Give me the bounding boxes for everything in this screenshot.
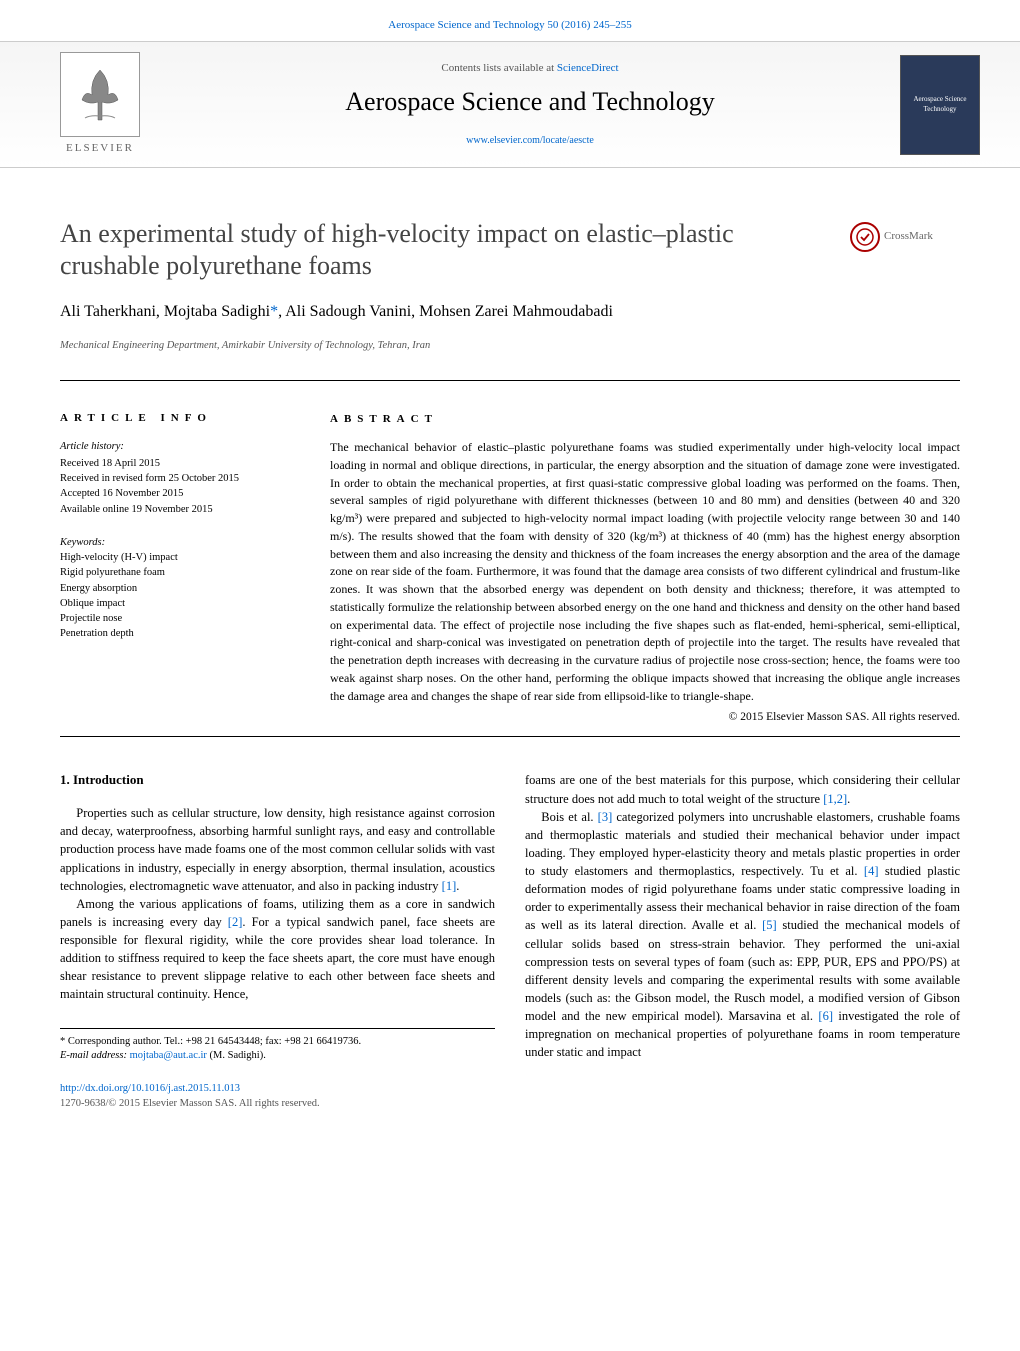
elsevier-name: ELSEVIER bbox=[66, 141, 134, 156]
email-label: E-mail address: bbox=[60, 1050, 127, 1061]
elsevier-tree-logo bbox=[60, 52, 140, 137]
ref-1[interactable]: [1] bbox=[442, 879, 457, 893]
history-label: Article history: bbox=[60, 439, 290, 454]
ref-1-2[interactable]: [1,2] bbox=[823, 792, 847, 806]
keywords-block: Keywords: High-velocity (H-V) impact Rig… bbox=[60, 535, 290, 642]
authors-part1: Ali Taherkhani, Mojtaba Sadighi bbox=[60, 303, 270, 320]
ref-4[interactable]: [4] bbox=[864, 864, 879, 878]
affiliation: Mechanical Engineering Department, Amirk… bbox=[0, 323, 1020, 354]
info-abstract-block: article info Article history: Received 1… bbox=[60, 380, 960, 727]
elsevier-tree-icon bbox=[70, 60, 130, 130]
citation-header: Aerospace Science and Technology 50 (201… bbox=[0, 0, 1020, 41]
page-footer: http://dx.doi.org/10.1016/j.ast.2015.11.… bbox=[0, 1082, 1020, 1141]
col2-p1: foams are one of the best materials for … bbox=[525, 771, 960, 807]
email-suffix: (M. Sadighi). bbox=[210, 1050, 266, 1061]
authors-part2: , Ali Sadough Vanini, Mohsen Zarei Mahmo… bbox=[278, 303, 613, 320]
footnotes: * Corresponding author. Tel.: +98 21 645… bbox=[60, 1028, 495, 1064]
intro-p1: Properties such as cellular structure, l… bbox=[60, 804, 495, 895]
journal-cover-thumb: Aerospace Science Technology bbox=[900, 55, 980, 155]
history-1: Received in revised form 25 October 2015 bbox=[60, 473, 239, 484]
history-2: Accepted 16 November 2015 bbox=[60, 488, 183, 499]
sciencedirect-link[interactable]: ScienceDirect bbox=[557, 62, 619, 74]
kw-4: Projectile nose bbox=[60, 613, 122, 624]
ref-6[interactable]: [6] bbox=[818, 1009, 833, 1023]
article-info-label: article info bbox=[60, 411, 290, 427]
journal-url[interactable]: www.elsevier.com/locate/aescte bbox=[160, 134, 900, 148]
intro-heading: 1. Introduction bbox=[60, 771, 495, 790]
article-title: An experimental study of high-velocity i… bbox=[60, 218, 830, 283]
keywords-label: Keywords: bbox=[60, 535, 290, 550]
contents-prefix: Contents lists available at bbox=[441, 62, 556, 74]
body-columns: 1. Introduction Properties such as cellu… bbox=[0, 737, 1020, 1082]
body-col-left: 1. Introduction Properties such as cellu… bbox=[60, 771, 495, 1082]
kw-3: Oblique impact bbox=[60, 598, 125, 609]
history-3: Available online 19 November 2015 bbox=[60, 504, 213, 515]
body-col-right: foams are one of the best materials for … bbox=[525, 771, 960, 1082]
crossmark-badge[interactable]: CrossMark bbox=[850, 222, 960, 252]
footnote-marker: * bbox=[60, 1036, 65, 1047]
cover-label: Aerospace Science Technology bbox=[901, 56, 979, 154]
title-row: An experimental study of high-velocity i… bbox=[0, 168, 1020, 283]
abstract-text: The mechanical behavior of elastic–plast… bbox=[330, 439, 960, 705]
kw-5: Penetration depth bbox=[60, 628, 134, 639]
corresponding-marker: * bbox=[270, 303, 278, 320]
abstract-copyright: © 2015 Elsevier Masson SAS. All rights r… bbox=[330, 709, 960, 726]
abstract-block: abstract The mechanical behavior of elas… bbox=[330, 411, 960, 727]
footnote-text: Corresponding author. Tel.: +98 21 64543… bbox=[68, 1036, 361, 1047]
issn-line: 1270-9638/© 2015 Elsevier Masson SAS. Al… bbox=[60, 1098, 320, 1109]
authors-line: Ali Taherkhani, Mojtaba Sadighi*, Ali Sa… bbox=[0, 283, 1020, 323]
doi-link[interactable]: http://dx.doi.org/10.1016/j.ast.2015.11.… bbox=[60, 1083, 240, 1094]
ref-2[interactable]: [2] bbox=[228, 915, 243, 929]
journal-name: Aerospace Science and Technology bbox=[160, 84, 900, 120]
contents-line: Contents lists available at ScienceDirec… bbox=[160, 61, 900, 76]
journal-banner: ELSEVIER Contents lists available at Sci… bbox=[0, 41, 1020, 167]
abstract-label: abstract bbox=[330, 411, 960, 427]
history-0: Received 18 April 2015 bbox=[60, 458, 160, 469]
intro-p2: Among the various applications of foams,… bbox=[60, 895, 495, 1004]
crossmark-icon bbox=[850, 222, 880, 252]
article-info: article info Article history: Received 1… bbox=[60, 411, 290, 727]
banner-center: Contents lists available at ScienceDirec… bbox=[160, 61, 900, 149]
col2-p2: Bois et al. [3] categorized polymers int… bbox=[525, 808, 960, 1062]
kw-2: Energy absorption bbox=[60, 583, 137, 594]
history-block: Article history: Received 18 April 2015 … bbox=[60, 439, 290, 517]
corresponding-email[interactable]: mojtaba@aut.ac.ir bbox=[130, 1050, 207, 1061]
publisher-block: ELSEVIER bbox=[40, 52, 160, 156]
ref-5[interactable]: [5] bbox=[762, 918, 777, 932]
crossmark-label: CrossMark bbox=[884, 229, 933, 244]
ref-3[interactable]: [3] bbox=[598, 810, 613, 824]
kw-0: High-velocity (H-V) impact bbox=[60, 552, 178, 563]
kw-1: Rigid polyurethane foam bbox=[60, 567, 165, 578]
citation-text: Aerospace Science and Technology 50 (201… bbox=[388, 19, 631, 31]
